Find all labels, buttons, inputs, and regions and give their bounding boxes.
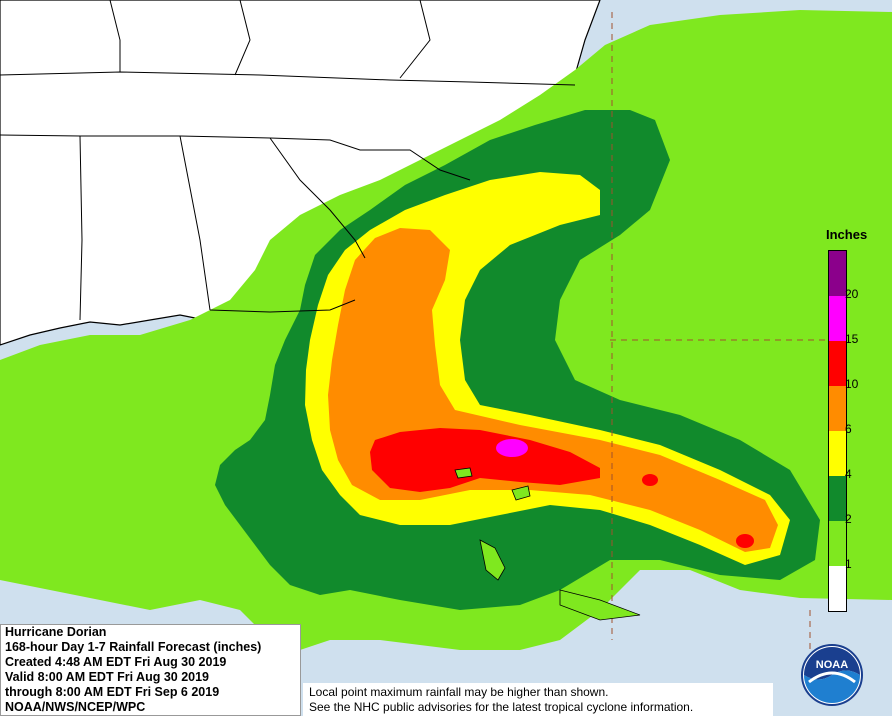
legend-swatch-1 — [829, 521, 846, 566]
created-time: Created 4:48 AM EDT Fri Aug 30 2019 — [5, 655, 227, 669]
state-boundaries — [0, 0, 576, 321]
rain-10in-east — [736, 534, 754, 548]
legend-swatch-20 — [829, 251, 846, 296]
legend-bar — [828, 250, 847, 612]
agency: NOAA/NWS/NCEP/WPC — [5, 700, 146, 714]
valid-time: Valid 8:00 AM EDT Fri Aug 30 2019 — [5, 670, 210, 684]
bahamas-islands — [454, 467, 641, 621]
legend-tick-15: 15 — [845, 332, 859, 346]
storm-name: Hurricane Dorian — [5, 625, 107, 639]
disclaimer-line-1: Local point maximum rainfall may be high… — [309, 685, 609, 699]
legend-tick-10: 10 — [845, 377, 859, 391]
rain-10in-bahamas — [642, 474, 658, 486]
product-title: 168-hour Day 1-7 Rainfall Forecast (inch… — [5, 640, 262, 654]
legend-swatch-6 — [829, 386, 846, 431]
legend-tick-1: 1 — [845, 557, 852, 571]
legend-title: Inches — [826, 227, 868, 242]
rain-10in — [370, 428, 600, 492]
legend-swatch-15 — [829, 296, 846, 341]
legend: Inches 20 15 10 6 4 2 1 — [826, 226, 892, 616]
legend-tick-20: 20 — [845, 287, 859, 301]
legend-tick-6: 6 — [845, 422, 852, 436]
legend-swatch-4 — [829, 431, 846, 476]
disclaimer: Local point maximum rainfall may be high… — [303, 683, 773, 716]
legend-swatch-2 — [829, 476, 846, 521]
legend-swatch-10 — [829, 341, 846, 386]
legend-tick-2: 2 — [845, 512, 852, 526]
noaa-logo: NOAA — [801, 644, 863, 706]
disclaimer-line-2: See the NHC public advisories for the la… — [309, 700, 694, 714]
rain-15in — [496, 439, 528, 457]
through-time: through 8:00 AM EDT Fri Sep 6 2019 — [5, 685, 220, 699]
legend-tick-4: 4 — [845, 467, 852, 481]
info-box: Hurricane Dorian 168-hour Day 1-7 Rainfa… — [0, 624, 301, 716]
legend-swatch-0 — [829, 566, 846, 611]
noaa-logo-text: NOAA — [816, 659, 848, 671]
